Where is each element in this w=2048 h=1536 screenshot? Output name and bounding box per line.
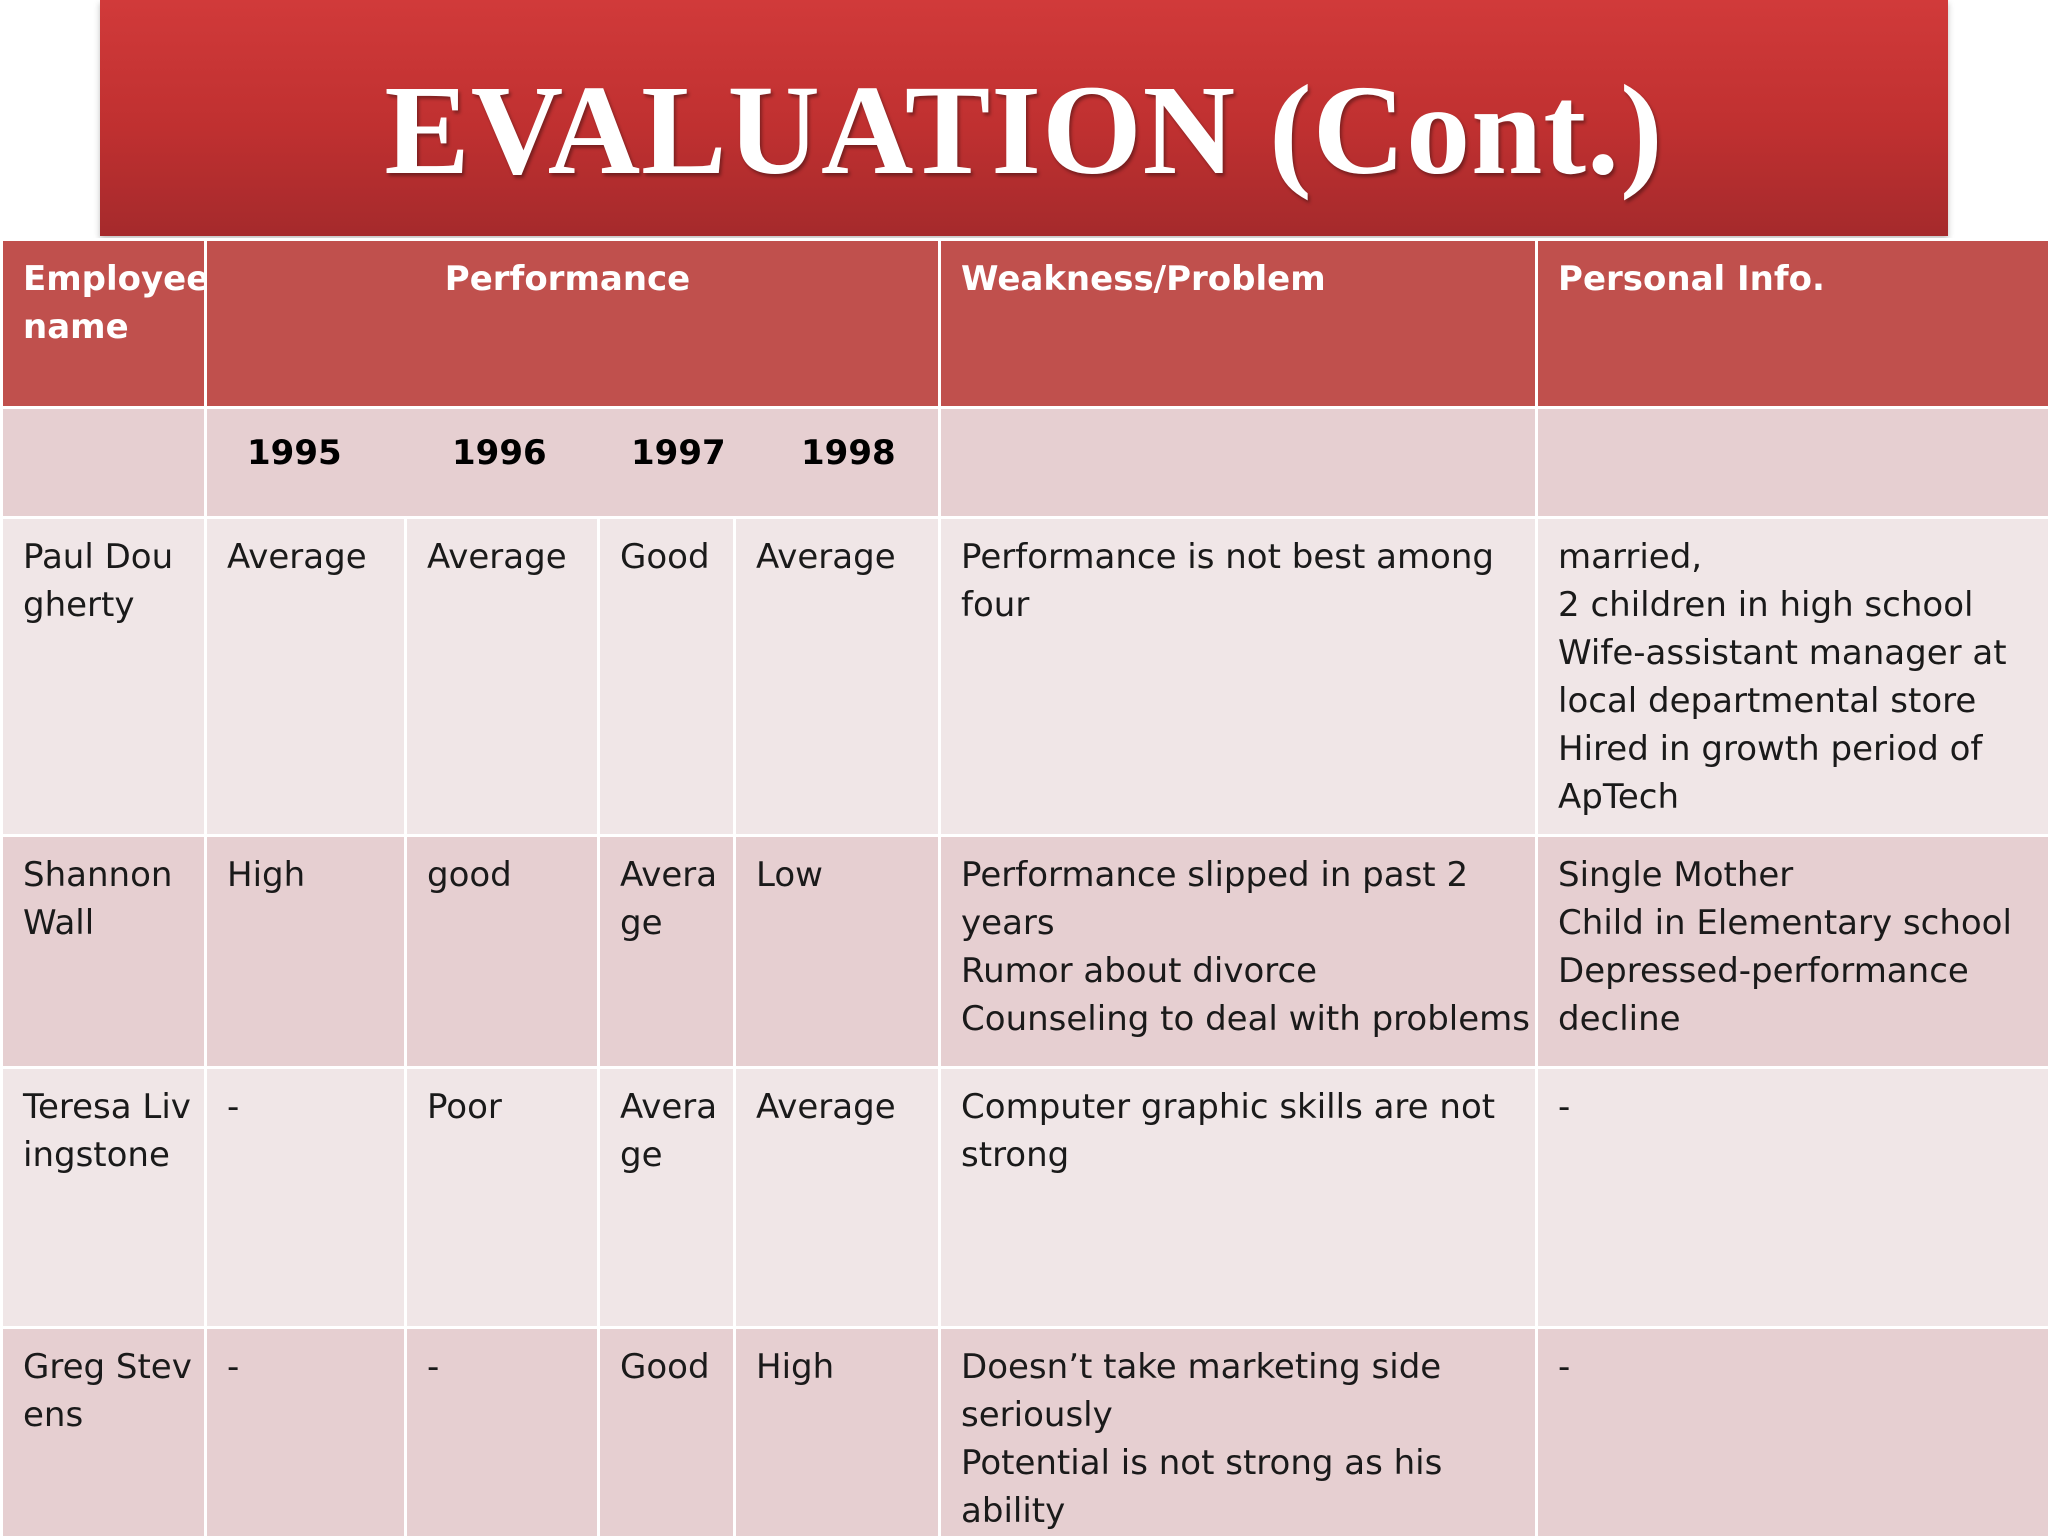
years-blank-cell	[1535, 406, 2048, 519]
performance-cell: Good	[597, 516, 736, 837]
years-row: 1995 1996 1997 1998	[0, 406, 2048, 519]
personal-info-line: Single Mother	[1558, 855, 1794, 895]
header-personal-info: Personal Info.	[1535, 238, 2048, 409]
weakness-line: Computer graphic skills are not	[961, 1087, 1496, 1127]
weakness-line: seriously	[961, 1395, 1113, 1435]
performance-cell: High	[204, 834, 407, 1069]
personal-info-line: ApTech	[1558, 777, 1680, 817]
employee-name-cell: Greg Stevens	[0, 1326, 207, 1536]
personal-info-cell: married, 2 children in high school Wife-…	[1535, 516, 2048, 837]
weakness-cell: Computer graphic skills are not strong	[938, 1066, 1539, 1329]
weakness-line: Rumor about divorce	[961, 951, 1318, 991]
performance-cell: Average	[732, 1066, 942, 1329]
weakness-line: four	[961, 585, 1030, 625]
years-cell: 1995 1996 1997 1998	[203, 406, 942, 519]
header-employee-name: Employee name	[0, 238, 207, 409]
personal-info-line: local departmental store	[1558, 681, 1977, 721]
table-row: Paul Dougherty Average Average Good Aver…	[0, 516, 2048, 837]
weakness-line: Performance is not best among	[961, 537, 1494, 577]
personal-info-line: -	[1558, 1347, 1571, 1387]
performance-cell: -	[404, 1326, 600, 1536]
personal-info-cell: -	[1535, 1326, 2048, 1536]
performance-cell: Good	[597, 1326, 736, 1536]
weakness-line: Counseling to deal with problems	[961, 999, 1530, 1039]
personal-info-cell: Single Mother Child in Elementary school…	[1535, 834, 2048, 1069]
weakness-line: Performance slipped in past 2	[961, 855, 1469, 895]
personal-info-line: married,	[1558, 537, 1703, 577]
weakness-cell: Performance is not best among four	[938, 516, 1539, 837]
evaluation-table: Employee name Performance Weakness/Probl…	[0, 238, 2048, 1536]
performance-cell: good	[404, 834, 600, 1069]
table-row: Teresa Livingstone - Poor Average Averag…	[0, 1066, 2048, 1329]
year-label: 1997	[631, 433, 726, 473]
years-blank-cell	[0, 406, 207, 519]
year-label: 1996	[452, 433, 547, 473]
weakness-line: ability	[961, 1491, 1066, 1531]
header-performance: Performance	[203, 238, 942, 409]
weakness-line: Potential is not strong as his	[961, 1443, 1443, 1483]
performance-cell: -	[204, 1326, 407, 1536]
employee-name-cell: Shannon Wall	[0, 834, 207, 1069]
performance-cell: Low	[732, 834, 942, 1069]
personal-info-line: Wife-assistant manager at	[1558, 633, 2007, 673]
performance-cell: Average	[732, 516, 942, 837]
table-row: Shannon Wall High good Average Low Perfo…	[0, 834, 2048, 1069]
performance-cell: Average	[204, 516, 407, 837]
personal-info-cell: -	[1535, 1066, 2048, 1329]
page-title: EVALUATION (Cont.)	[384, 59, 1664, 201]
weakness-line: Doesn’t take marketing side	[961, 1347, 1442, 1387]
title-banner: EVALUATION (Cont.)	[100, 0, 1948, 236]
year-label: 1995	[247, 433, 342, 473]
year-label: 1998	[801, 433, 896, 473]
personal-info-line: Child in Elementary school	[1558, 903, 2012, 943]
performance-cell: High	[732, 1326, 942, 1536]
performance-cell: Average	[404, 516, 600, 837]
weakness-cell: Doesn’t take marketing side seriously Po…	[938, 1326, 1539, 1536]
weakness-line: years	[961, 903, 1055, 943]
weakness-line: strong	[961, 1135, 1070, 1175]
performance-cell: Average	[597, 1066, 736, 1329]
personal-info-line: decline	[1558, 999, 1681, 1039]
personal-info-line: 2 children in high school	[1558, 585, 1974, 625]
performance-cell: Average	[597, 834, 736, 1069]
header-row: Employee name Performance Weakness/Probl…	[0, 238, 2048, 409]
header-weakness: Weakness/Problem	[938, 238, 1539, 409]
table-row: Greg Stevens - - Good High Doesn’t take …	[0, 1326, 2048, 1536]
personal-info-line: Hired in growth period of	[1558, 729, 1983, 769]
employee-name-cell: Paul Dougherty	[0, 516, 207, 837]
weakness-cell: Performance slipped in past 2 years Rumo…	[938, 834, 1539, 1069]
performance-cell: Poor	[404, 1066, 600, 1329]
personal-info-line: Depressed-performance	[1558, 951, 1969, 991]
performance-cell: -	[204, 1066, 407, 1329]
personal-info-line: -	[1558, 1087, 1571, 1127]
employee-name-cell: Teresa Livingstone	[0, 1066, 207, 1329]
years-blank-cell	[938, 406, 1539, 519]
